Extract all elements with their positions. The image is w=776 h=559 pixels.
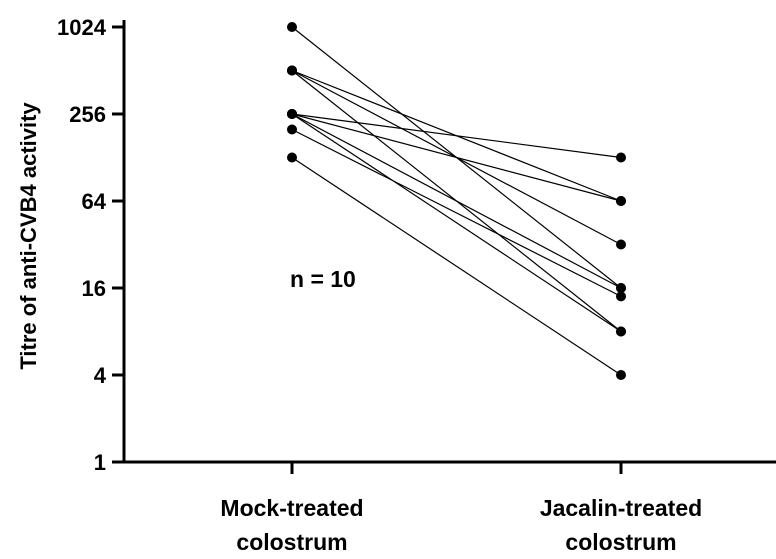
y-tick-label: 1024 [57, 15, 107, 40]
jacalin-point [616, 239, 626, 250]
paired-line [291, 128, 622, 297]
jacalin-point [616, 370, 626, 380]
sample-size-annotation: n = 10 [290, 266, 356, 292]
x-category-label: Mock-treated [220, 495, 363, 521]
y-tick-label: 1 [94, 450, 106, 475]
mock-point [287, 22, 297, 32]
mock-point [287, 152, 297, 163]
jacalin-point [616, 283, 626, 293]
y-tick-label: 16 [82, 276, 106, 301]
mock-point [287, 65, 297, 76]
paired-line [291, 113, 622, 159]
paired-line [291, 113, 622, 333]
data-points [287, 22, 626, 380]
y-axis: 1 4 16 64 256 1024 [57, 15, 126, 475]
mock-point [287, 124, 297, 135]
y-tick-label: 256 [69, 102, 106, 127]
paired-line [291, 113, 622, 289]
y-tick-label: 64 [82, 189, 107, 214]
x-category-label: Jacalin-treated [540, 495, 702, 521]
paired-line [291, 156, 622, 376]
paired-line [291, 113, 622, 202]
mock-point [287, 109, 297, 119]
x-category-label: colostrum [236, 529, 347, 555]
y-axis-title: Titre of anti-CVB4 activity [16, 102, 41, 370]
paired-lines [291, 26, 622, 376]
x-category-label: colostrum [565, 529, 676, 555]
category-labels: Mock-treated colostrum Jacalin-treated colo… [220, 495, 702, 555]
y-tick-label: 4 [94, 363, 107, 388]
jacalin-point [616, 152, 626, 163]
x-axis [122, 460, 776, 474]
jacalin-point [616, 196, 626, 206]
jacalin-point [616, 326, 626, 337]
jacalin-point [616, 291, 626, 302]
